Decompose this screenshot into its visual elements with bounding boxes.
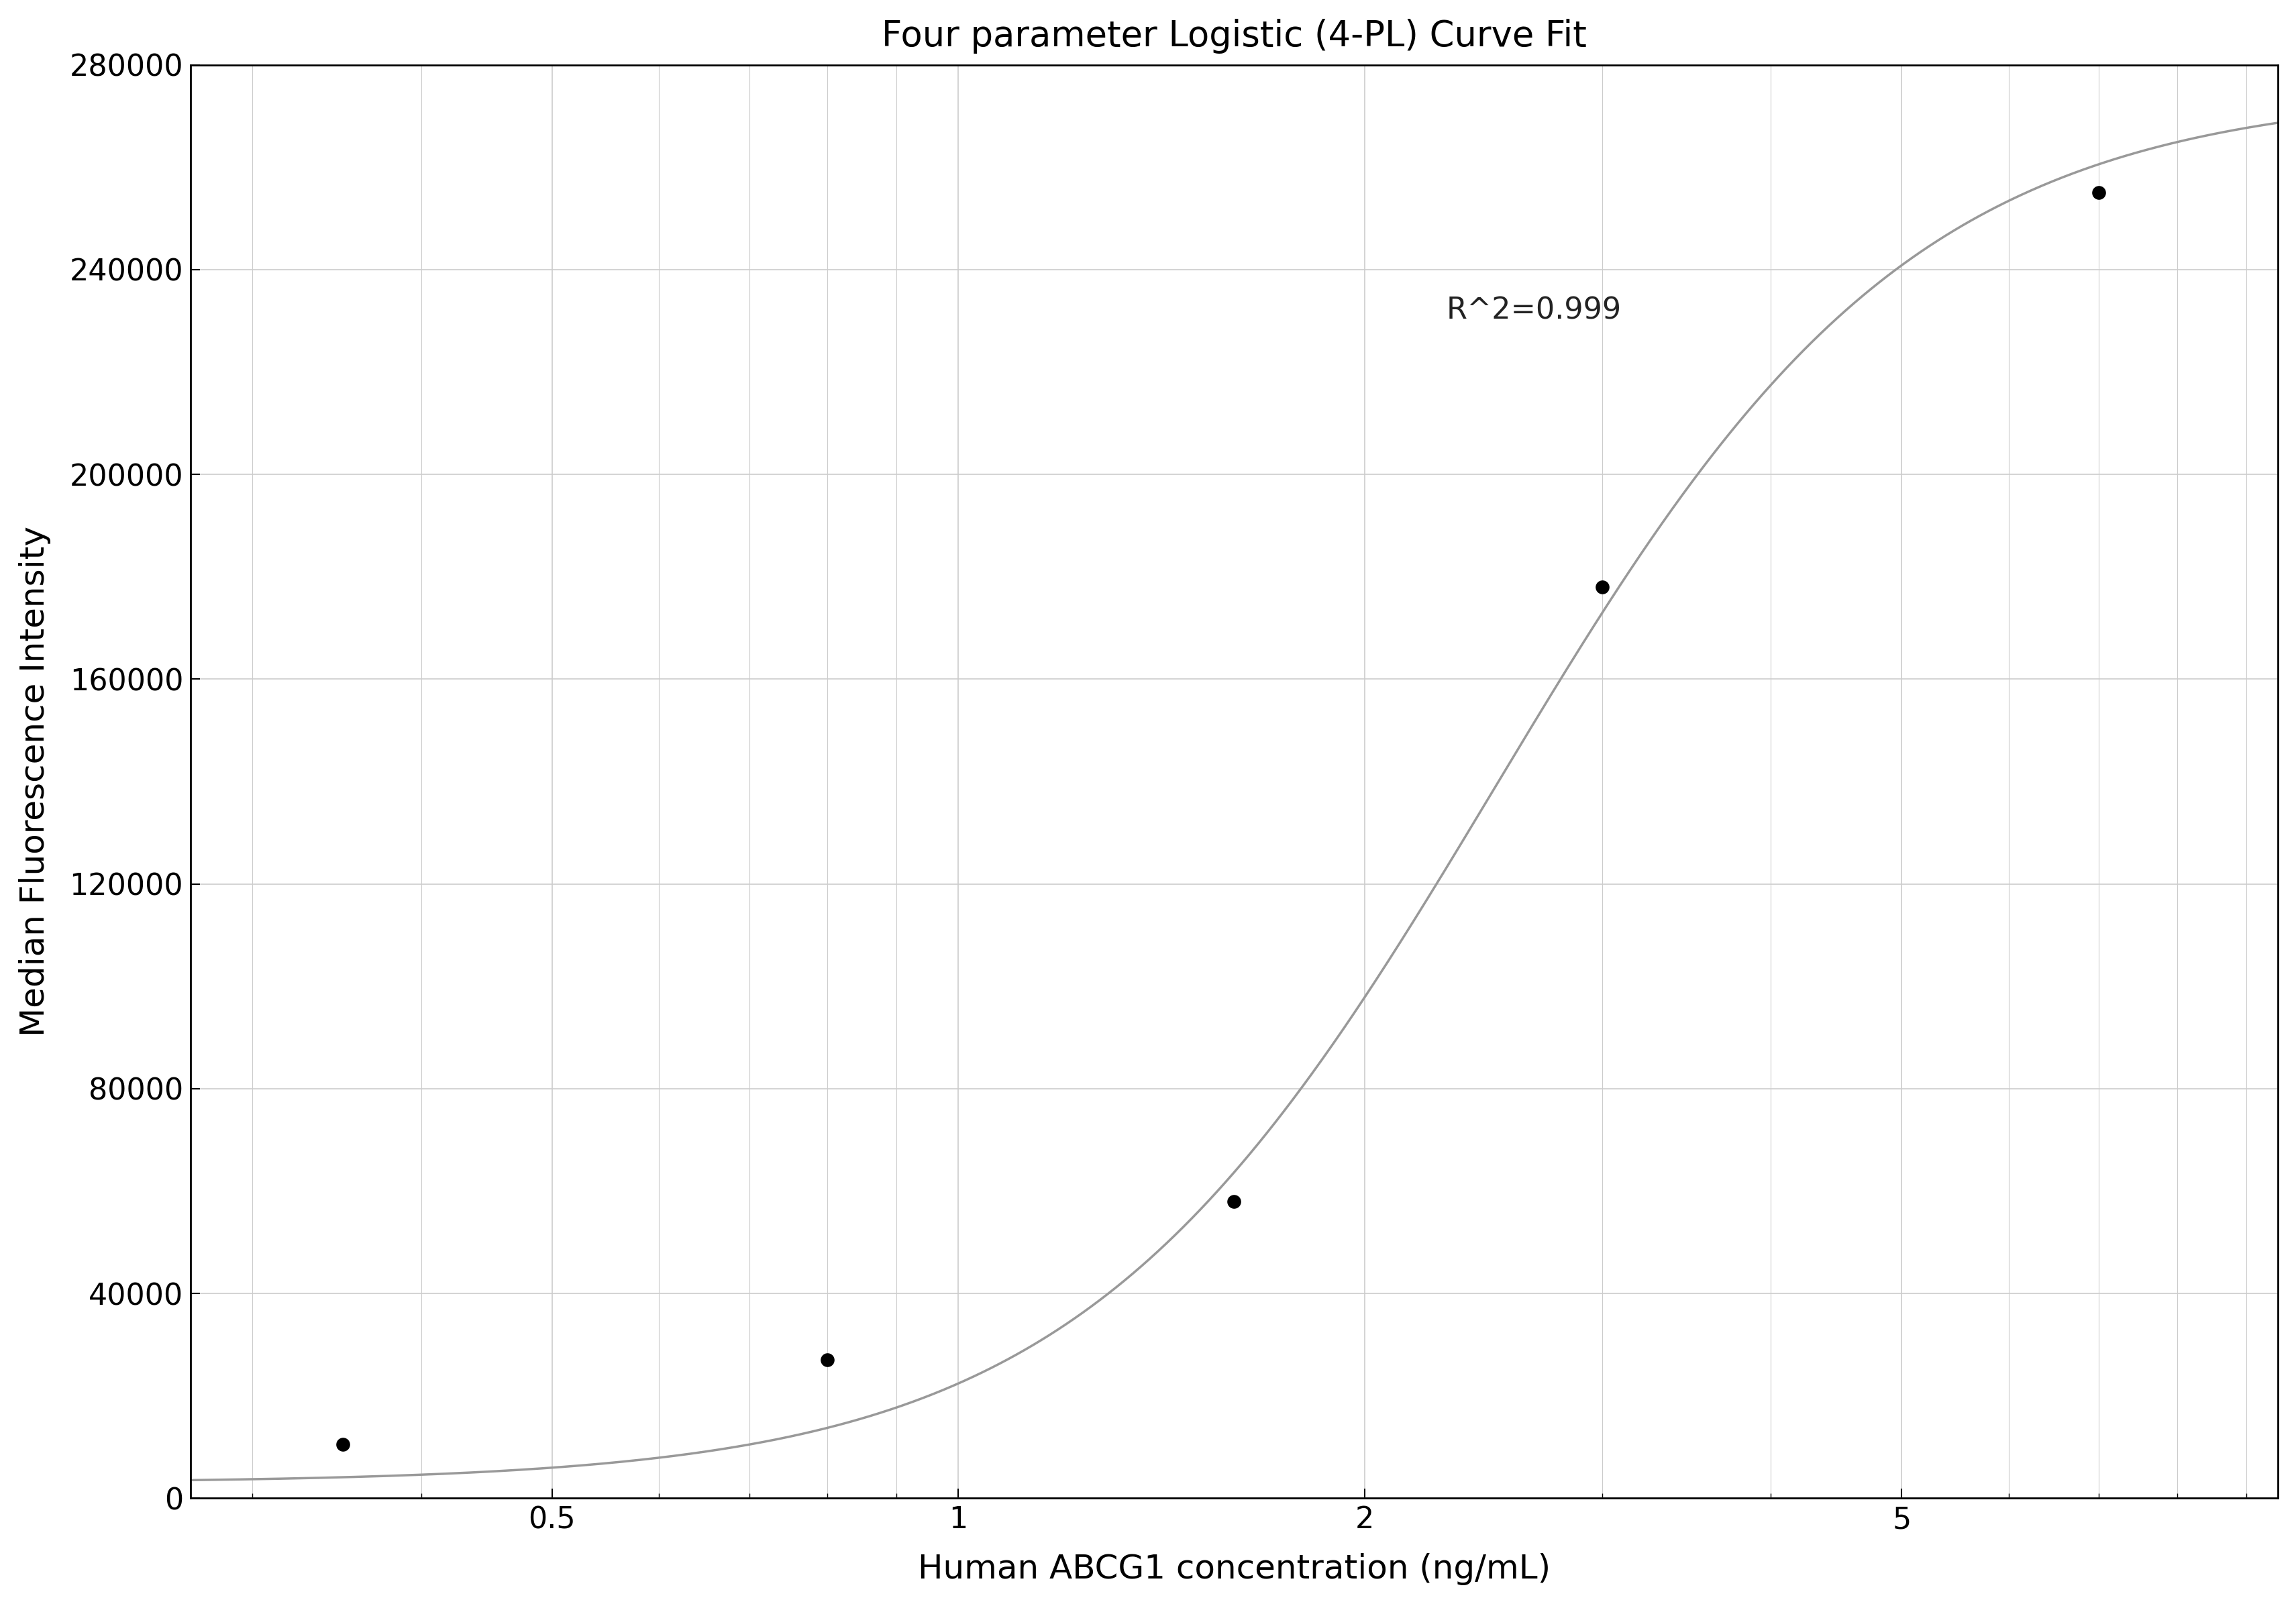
Point [2080, 180, 2117, 205]
X-axis label: Human ABCG1 concentration (ng/mL): Human ABCG1 concentration (ng/mL) [918, 1553, 1550, 1585]
Point [1215, 1189, 1251, 1214]
Y-axis label: Median Fluorescence Intensity: Median Fluorescence Intensity [18, 526, 51, 1036]
Text: R^2=0.999: R^2=0.999 [1446, 297, 1621, 326]
Point [324, 1432, 360, 1458]
Point [1584, 574, 1621, 600]
Title: Four parameter Logistic (4-PL) Curve Fit: Four parameter Logistic (4-PL) Curve Fit [882, 19, 1587, 53]
Point [808, 1347, 845, 1373]
